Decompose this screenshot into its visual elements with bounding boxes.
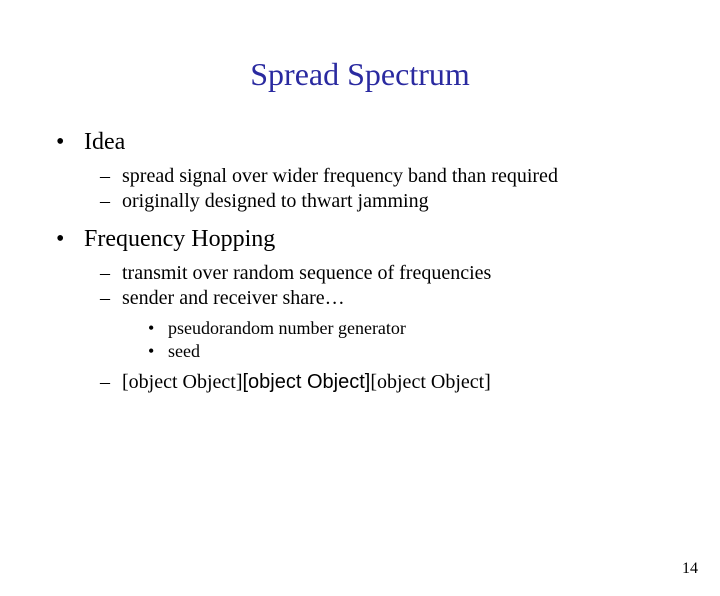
bullet-dot-icon: •: [148, 340, 168, 363]
list-item: • Frequency Hopping – transmit over rand…: [56, 226, 680, 395]
list-item: – spread signal over wider frequency ban…: [100, 164, 680, 189]
dash-icon: –: [100, 164, 122, 189]
bullet-dot-icon: •: [148, 317, 168, 340]
bullet-list-level3: • pseudorandom number generator • seed: [148, 317, 680, 364]
bullet-text: spread signal over wider frequency band …: [122, 164, 558, 189]
slide-body: • Idea – spread signal over wider freque…: [0, 129, 720, 395]
bullet-text: seed: [168, 340, 200, 363]
dash-icon: –: [100, 286, 122, 311]
bullet-text: Frequency Hopping: [84, 226, 275, 253]
dash-icon: –: [100, 370, 122, 395]
bullet-list-level2: – transmit over random sequence of frequ…: [100, 261, 680, 395]
page-number: 14: [682, 560, 698, 578]
list-item: • Idea – spread signal over wider freque…: [56, 129, 680, 214]
list-item: – transmit over random sequence of frequ…: [100, 261, 680, 286]
dash-icon: –: [100, 261, 122, 286]
list-item: – [object Object][object Object][object …: [100, 370, 680, 395]
list-item: • pseudorandom number generator: [148, 317, 680, 340]
bullet-text: sender and receiver share…: [122, 286, 345, 311]
bullet-text: [object Object][object Object][object Ob…: [122, 370, 491, 395]
bullet-dot-icon: •: [56, 129, 84, 156]
list-item: – originally designed to thwart jamming: [100, 189, 680, 214]
bullet-list-level2: – spread signal over wider frequency ban…: [100, 164, 680, 214]
bullet-text: pseudorandom number generator: [168, 317, 406, 340]
bullet-text: originally designed to thwart jamming: [122, 189, 429, 214]
bullet-dot-icon: •: [56, 226, 84, 253]
bullet-text: Idea: [84, 129, 125, 156]
bullet-text: transmit over random sequence of frequen…: [122, 261, 491, 286]
dash-icon: –: [100, 189, 122, 214]
slide-title: Spread Spectrum: [0, 56, 720, 93]
list-item: • seed: [148, 340, 680, 363]
bullet-list-level1: • Idea – spread signal over wider freque…: [56, 129, 680, 395]
list-item: – sender and receiver share… • pseudoran…: [100, 286, 680, 364]
